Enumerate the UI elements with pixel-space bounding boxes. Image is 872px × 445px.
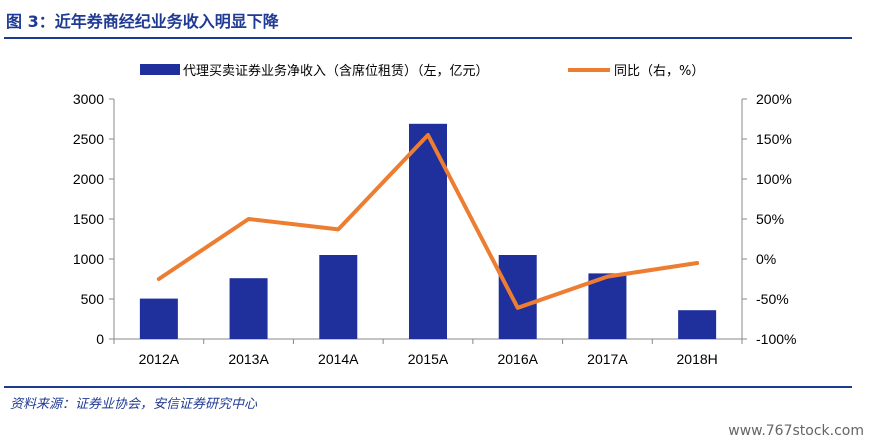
y-left-tick-label: 2500: [73, 131, 104, 147]
y-left-tick-label: 500: [81, 291, 105, 307]
y-right-tick-label: 50%: [756, 211, 784, 227]
x-tick-label: 2012A: [139, 351, 180, 367]
bar: [588, 273, 627, 339]
bar: [319, 255, 358, 339]
y-left-tick-label: 1500: [73, 211, 104, 227]
line-series: [156, 133, 700, 310]
x-tick-label: 2015A: [408, 351, 449, 367]
y-left-tick-label: 2000: [73, 171, 104, 187]
x-tick-label: 2014A: [318, 351, 359, 367]
bar-series: [139, 123, 717, 339]
y-left-tick-label: 1000: [73, 251, 104, 267]
y-left-tick-label: 3000: [73, 91, 104, 107]
y-right-tick-label: -50%: [756, 291, 789, 307]
y-right-tick-label: -100%: [756, 331, 796, 347]
figure-title: 图 3：近年券商经纪业务收入明显下降: [6, 12, 279, 31]
bar: [409, 123, 447, 339]
y-right-tick-label: 100%: [756, 171, 792, 187]
legend-label-bar: 代理买卖证券业务净收入（含席位租赁）（左，亿元）: [183, 63, 489, 79]
watermark: www.767stock.com: [728, 423, 864, 439]
legend-swatch-bar: [140, 64, 180, 75]
chart-axes: 0 500 1000 1500 2000 2500 3000 -100% -50% 0% 50% 10…: [73, 91, 797, 367]
source-note: 资料来源：证券业协会，安信证券研究中心: [10, 397, 258, 412]
bar: [139, 298, 178, 339]
bar: [229, 278, 268, 339]
x-tick-label: 2016A: [497, 351, 538, 367]
x-tick-label: 2018H: [677, 351, 718, 367]
title-rule: [4, 37, 852, 39]
x-tick-label: 2017A: [587, 351, 628, 367]
x-tick-label: 2013A: [228, 351, 269, 367]
y-right-tick-label: 200%: [756, 91, 792, 107]
y-right-tick-label: 0%: [756, 251, 776, 267]
y-left-tick-label: 0: [96, 331, 104, 347]
bar: [498, 255, 537, 339]
footer-rule: [4, 386, 852, 388]
legend-label-line: 同比（右，%）: [614, 64, 704, 79]
bar: [678, 310, 717, 339]
chart-legend: 代理买卖证券业务净收入（含席位租赁）（左，亿元） 同比（右，%）: [140, 63, 704, 79]
y-right-tick-label: 150%: [756, 131, 792, 147]
chart-canvas: 代理买卖证券业务净收入（含席位租赁）（左，亿元） 同比（右，%） 0 500 100…: [73, 63, 797, 367]
